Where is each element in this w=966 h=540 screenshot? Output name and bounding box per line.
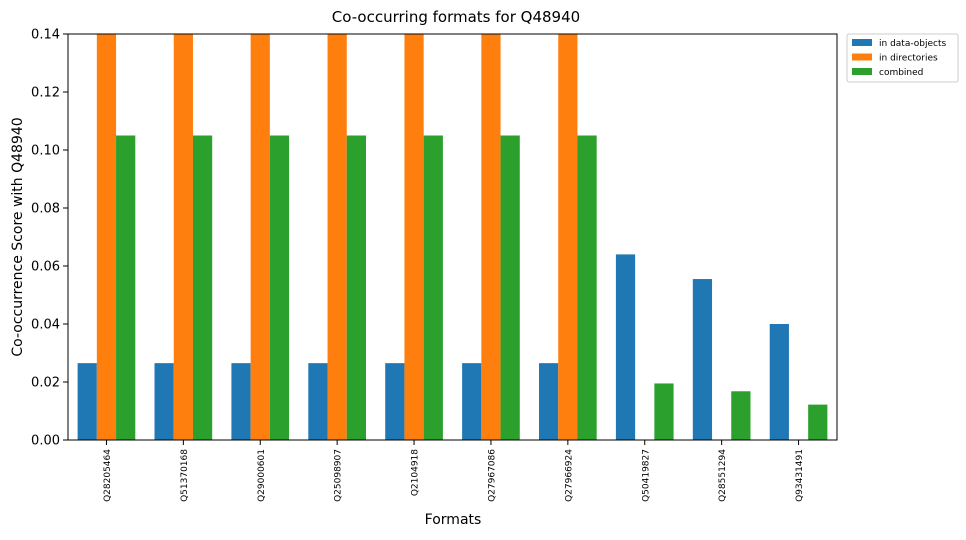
bar (500, 135, 520, 440)
legend-label: in directories (879, 54, 938, 64)
y-axis: 0.00 0.02 0.04 0.06 0.08 0.10 0.12 0.14 (31, 28, 68, 449)
x-tick-label: Q25098907 (334, 449, 344, 502)
bar (404, 34, 424, 440)
y-tick-label: 0.14 (31, 28, 60, 43)
bar (77, 363, 97, 440)
x-tick-label: Q28551294 (718, 449, 728, 502)
bar (808, 404, 828, 440)
bar (481, 34, 501, 440)
bar (346, 135, 366, 440)
x-tick-label: Q2104918 (411, 449, 421, 496)
bar (96, 34, 117, 440)
x-tick-label: Q28205464 (103, 449, 113, 502)
bar (539, 363, 559, 440)
legend-box (846, 33, 959, 83)
x-tick-label: Q29000601 (257, 449, 267, 502)
bar (654, 383, 674, 440)
legend: in data-objects in directories combined (846, 33, 959, 83)
bar (462, 363, 482, 440)
legend-label: in data-objects (879, 39, 946, 49)
bar (154, 363, 174, 440)
bar (192, 135, 213, 440)
bar (269, 135, 290, 440)
y-tick-label: 0.04 (31, 318, 60, 333)
x-axis-label: Formats (425, 512, 482, 528)
bar (173, 34, 193, 440)
bar (692, 279, 713, 440)
y-tick-label: 0.00 (31, 434, 60, 449)
chart-title: Co-occurring formats for Q48940 (332, 8, 580, 26)
legend-swatch (852, 68, 872, 75)
bar (250, 34, 270, 440)
bar (308, 363, 328, 440)
x-tick-label: Q51370168 (180, 449, 190, 502)
bar (385, 363, 405, 440)
bar (558, 34, 578, 440)
x-tick-label: Q27966924 (564, 449, 574, 502)
legend-swatch (852, 53, 872, 61)
bar (327, 34, 347, 440)
y-axis-label: Co-occurrence Score with Q48940 (10, 117, 26, 356)
x-tick-label: Q27967086 (487, 449, 497, 502)
legend-label: combined (879, 68, 923, 78)
bar (116, 135, 136, 440)
bars-layer (77, 34, 828, 440)
bar (577, 135, 597, 440)
bar (731, 391, 751, 440)
x-tick-label: Q93431491 (795, 449, 805, 502)
y-tick-label: 0.12 (31, 86, 60, 101)
y-tick-label: 0.08 (31, 202, 60, 217)
y-tick-label: 0.06 (31, 260, 60, 275)
y-tick-label: 0.10 (31, 144, 60, 159)
x-axis: Q28205464 Q51370168 Q29000601 Q25098907 Q210… (103, 440, 805, 502)
bar (423, 135, 443, 440)
plot-frame (67, 33, 838, 441)
bar (769, 324, 789, 440)
y-tick-label: 0.02 (31, 376, 60, 391)
x-tick-label: Q50419827 (641, 449, 651, 502)
bar (615, 254, 636, 440)
bar (231, 363, 251, 440)
legend-swatch (852, 39, 872, 46)
